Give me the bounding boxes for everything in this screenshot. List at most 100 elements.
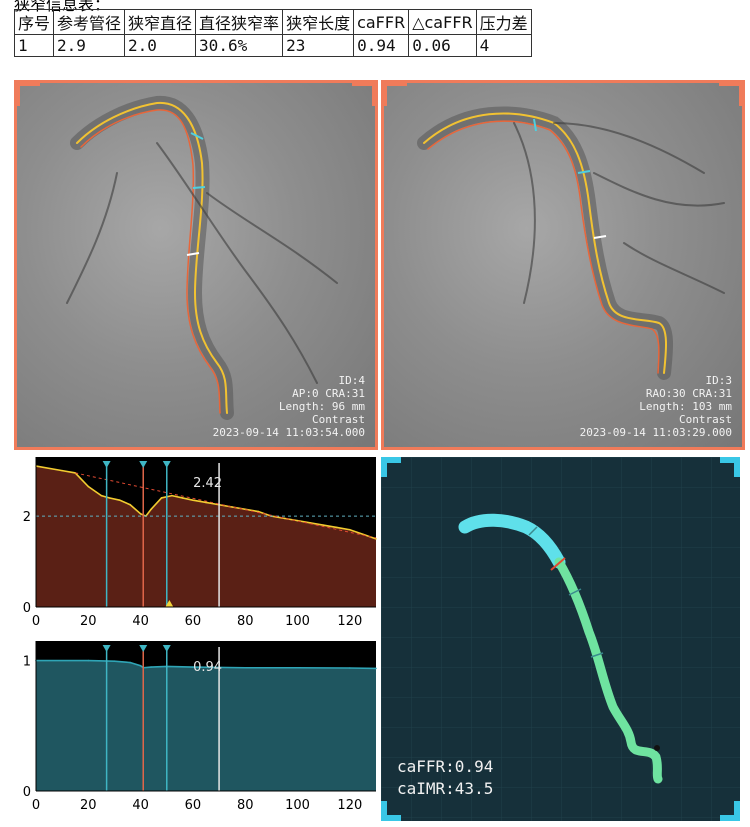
data-point xyxy=(349,667,351,669)
data-point xyxy=(87,485,90,488)
data-point xyxy=(192,666,194,668)
angiogram-left-meta: ID:4 AP:0 CRA:31 Length: 96 mm Contrast … xyxy=(213,374,365,439)
x-tick-label: 40 xyxy=(132,798,149,813)
data-point xyxy=(375,667,377,670)
cell-stenosis-diameter: 2.0 xyxy=(124,34,197,57)
series-area xyxy=(36,660,376,791)
x-tick-label: 120 xyxy=(337,614,362,629)
data-point xyxy=(150,666,152,668)
view-angle: RAO:30 CRA:31 xyxy=(645,387,732,400)
data-point xyxy=(108,497,111,499)
distal-end-marker xyxy=(654,745,660,751)
cursor-marker xyxy=(165,600,174,607)
data-point xyxy=(118,499,121,501)
data-point xyxy=(375,538,377,540)
position-marker-handle xyxy=(139,645,148,652)
position-marker-handle xyxy=(162,461,171,468)
cell-caffr: 0.94 xyxy=(353,34,410,57)
data-point xyxy=(296,666,299,669)
vessel-3d-model-panel[interactable]: caFFR:0.94 caIMR:43.5 xyxy=(381,457,740,821)
cell-pressure-difference: 4 xyxy=(475,34,532,57)
vessel-length: Length: 96 mm xyxy=(278,400,365,413)
angiogram-right[interactable]: ID:3 RAO:30 CRA:31 Length: 103 mm Contra… xyxy=(381,80,745,450)
data-point xyxy=(129,661,131,664)
stenosis-marker[interactable] xyxy=(550,557,566,571)
position-marker-handle xyxy=(102,645,111,652)
data-point xyxy=(296,519,299,522)
position-marker-handle xyxy=(162,645,171,652)
angiogram-left[interactable]: ID:4 AP:0 CRA:31 Length: 96 mm Contrast … xyxy=(14,80,378,450)
vessel-distal-segment xyxy=(554,557,663,784)
data-point xyxy=(244,666,247,669)
frame-corner xyxy=(384,83,407,106)
ffr-pullback-chart[interactable]: 0.94 0 20 40 60 80 100 120 0 1 xyxy=(14,641,378,821)
x-tick-label: 20 xyxy=(80,614,97,629)
x-tick-label: 20 xyxy=(80,798,97,813)
data-point xyxy=(100,494,103,497)
data-point xyxy=(87,659,90,662)
header-diameter-stenosis-rate: 直径狭窄率 xyxy=(195,9,284,35)
x-tick-label: 0 xyxy=(32,798,40,813)
table-row: 1 2.9 2.0 30.6% 23 0.94 0.06 4 xyxy=(13,34,532,57)
caimr-reading: caIMR:43.5 xyxy=(397,779,494,798)
header-delta-caffr: △caFFR xyxy=(408,9,477,35)
header-pressure-difference: 压力差 xyxy=(475,9,532,35)
x-tick-label: 60 xyxy=(185,798,202,813)
vessel-centerline-left xyxy=(66,95,338,420)
data-point xyxy=(349,528,351,531)
data-point xyxy=(139,664,142,667)
x-tick-label: 80 xyxy=(237,798,254,813)
header-stenosis-length: 狭窄长度 xyxy=(282,9,355,35)
table-header-row: 序号 参考管径 狭窄直径 直径狭窄率 狭窄长度 caFFR △caFFR 压力差 xyxy=(13,9,532,35)
x-tick-label: 40 xyxy=(132,614,149,629)
data-point xyxy=(181,497,184,499)
cell-delta-caffr: 0.06 xyxy=(408,34,477,57)
cell-index: 1 xyxy=(13,34,55,57)
position-marker-handle xyxy=(102,461,111,468)
data-point xyxy=(160,497,163,499)
frame-corner xyxy=(719,83,742,106)
x-tick-label: 80 xyxy=(237,614,254,629)
pressure-gradient-chart[interactable]: 2.42 0 20 40 60 80 100 120 0 2 xyxy=(14,457,378,637)
x-tick-label: 100 xyxy=(285,798,310,813)
acquisition-mode: Contrast xyxy=(679,413,732,426)
acquisition-time: 2023-09-14 11:03:54.000 xyxy=(212,426,365,439)
frame-corner xyxy=(17,83,40,106)
x-tick-label: 0 xyxy=(32,614,40,629)
caffr-reading: caFFR:0.94 xyxy=(397,757,494,776)
angiogram-right-meta: ID:3 RAO:30 CRA:31 Length: 103 mm Contra… xyxy=(580,374,732,439)
value-annotation: 2.42 xyxy=(193,476,222,491)
data-point xyxy=(283,517,286,520)
data-point xyxy=(129,503,131,506)
panel-corner-brackets xyxy=(381,457,740,821)
data-point xyxy=(150,508,152,511)
pressure-chart-canvas: 2.42 0 20 40 60 80 100 120 0 2 xyxy=(23,457,377,629)
data-point xyxy=(61,469,63,472)
header-reference-diameter: 参考管径 xyxy=(53,9,126,35)
acquisition-time: 2023-09-14 11:03:29.000 xyxy=(579,426,732,439)
cell-stenosis-length: 23 xyxy=(282,34,355,57)
data-point xyxy=(322,524,325,526)
frame-id: ID:4 xyxy=(338,374,366,387)
y-tick-label: 2 xyxy=(23,510,31,525)
data-point xyxy=(139,513,142,515)
header-stenosis-diameter: 狭窄直径 xyxy=(124,9,197,35)
y-tick-label: 1 xyxy=(23,655,31,670)
value-annotation: 0.94 xyxy=(193,660,222,675)
vessel-centerline-right xyxy=(417,106,725,380)
y-tick-label: 0 xyxy=(23,601,31,616)
vessel-proximal-segment xyxy=(458,513,566,569)
ffr-chart-canvas: 0.94 0 20 40 60 80 100 120 0 1 xyxy=(23,641,377,813)
view-angle: AP:0 CRA:31 xyxy=(292,387,365,400)
cell-reference-diameter: 2.9 xyxy=(53,34,126,57)
header-index: 序号 xyxy=(13,9,55,35)
vessel-length: Length: 103 mm xyxy=(639,400,732,413)
data-point xyxy=(171,494,173,497)
frame-corner xyxy=(352,83,375,106)
stenosis-info-table: 序号 参考管径 狭窄直径 直径狭窄率 狭窄长度 caFFR △caFFR 压力差… xyxy=(13,9,532,57)
header-caffr: caFFR xyxy=(353,9,410,35)
y-tick-label: 0 xyxy=(23,785,31,800)
x-tick-label: 60 xyxy=(185,614,202,629)
frame-id: ID:3 xyxy=(705,374,733,387)
x-tick-label: 120 xyxy=(337,798,362,813)
